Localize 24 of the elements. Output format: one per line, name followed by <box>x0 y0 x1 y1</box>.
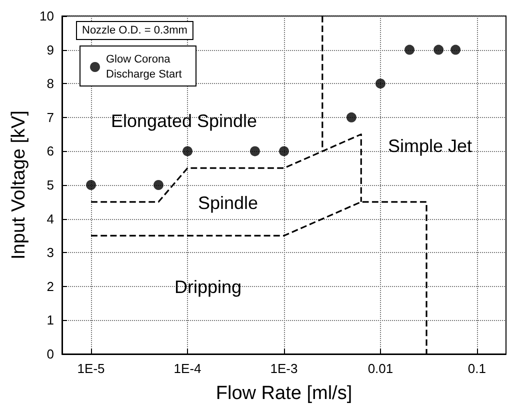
y-tick-label: 2 <box>46 278 54 294</box>
x-tick-label: 0.01 <box>368 361 394 376</box>
y-tick-label: 9 <box>46 42 54 58</box>
x-axis-title: Flow Rate [ml/s] <box>216 383 352 404</box>
y-tick-label: 3 <box>46 245 54 260</box>
annotation: Nozzle O.D. = 0.3mm <box>82 24 188 36</box>
x-tick-label: 0.1 <box>468 361 486 376</box>
x-tick-label: 1E-5 <box>77 361 105 376</box>
y-tick-label: 8 <box>46 76 54 92</box>
y-tick-label: 10 <box>40 8 54 24</box>
x-tick-label: 1E-3 <box>270 361 298 376</box>
x-tick-label: 1E-4 <box>174 361 202 376</box>
annotation: Elongated Spindle <box>110 111 258 131</box>
y-tick-label: 0 <box>46 346 54 362</box>
annotation: Spindle <box>198 193 258 213</box>
y-tick-label: 1 <box>46 312 54 328</box>
y-tick-label: 5 <box>46 178 54 192</box>
y-tick-label: 6 <box>46 144 54 159</box>
y-tick-label: 4 <box>46 211 54 226</box>
legend-label: Glow Corona Discharge Start <box>106 54 182 80</box>
annotation: Simple Jet <box>388 136 472 156</box>
y-axis-title: Input Voltage [kV] <box>8 110 30 260</box>
annotation: Dripping <box>174 277 242 297</box>
y-tick-label: 7 <box>46 110 54 125</box>
